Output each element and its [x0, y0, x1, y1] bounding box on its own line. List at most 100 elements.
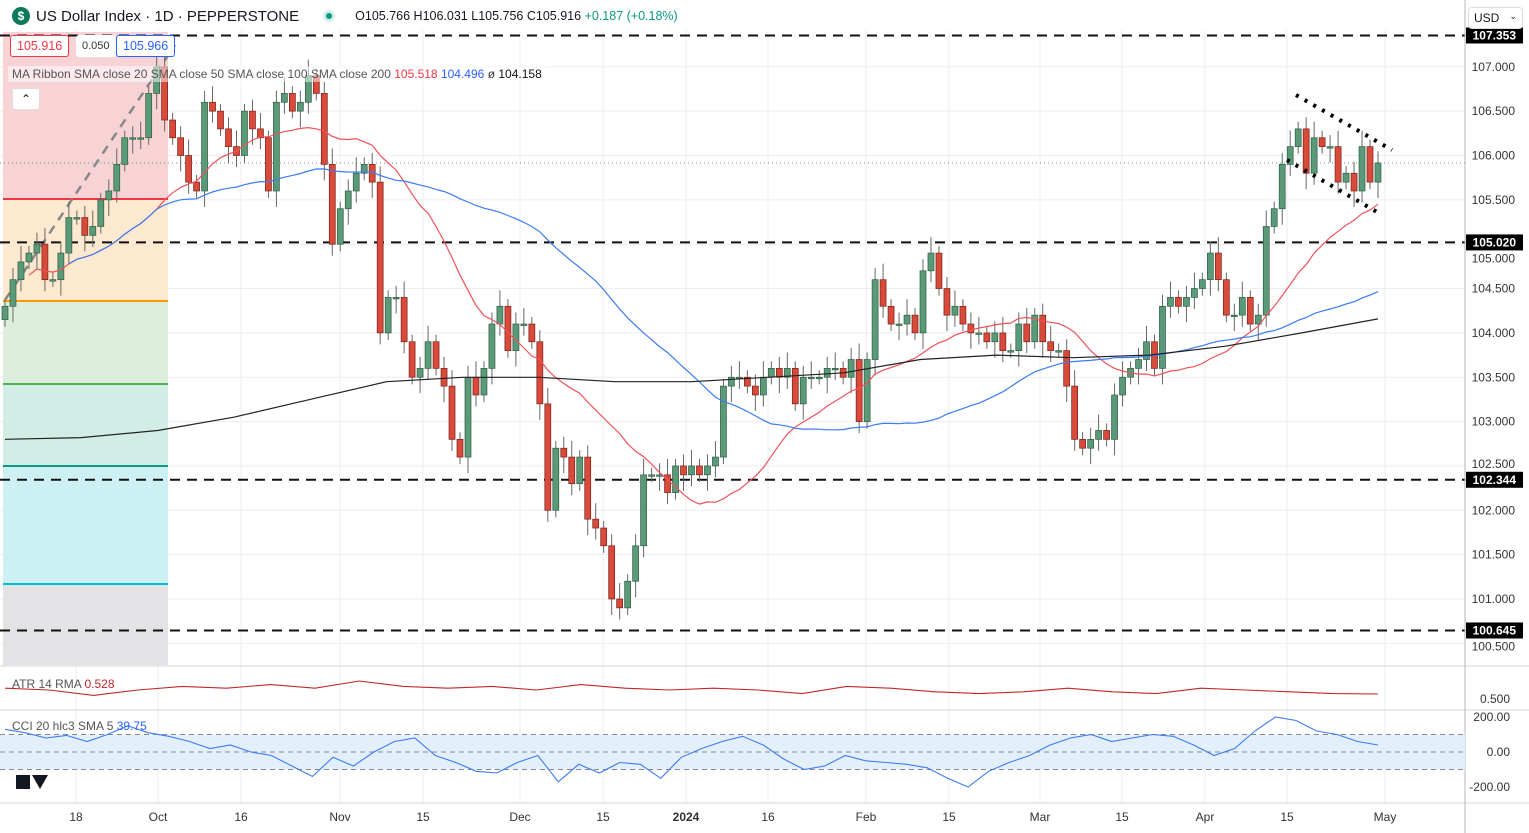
candle-body — [105, 190, 113, 201]
candle-body — [927, 252, 935, 272]
time-axis-label: Feb — [856, 810, 877, 824]
atr-axis-label: 0.500 — [1480, 692, 1510, 706]
candle-body — [1031, 314, 1039, 343]
cci-legend[interactable]: CCI 20 hlc3 SMA 5 39.75 — [12, 719, 147, 733]
candle-body — [201, 101, 208, 192]
atr-legend[interactable]: ATR 14 RMA 0.528 — [12, 677, 115, 691]
candle-body — [360, 164, 368, 174]
candle-body — [975, 332, 983, 335]
candle-body — [504, 305, 512, 351]
candle-body — [217, 110, 224, 130]
price-axis-label: 105.500 — [1472, 193, 1516, 207]
collapse-legend-button[interactable]: ⌃ — [12, 88, 40, 110]
candle-body — [1119, 376, 1126, 396]
candle-body — [648, 474, 655, 477]
market-status-icon — [323, 10, 336, 22]
triangle-upper-line — [1295, 93, 1393, 152]
sell-price-button[interactable]: 105.916 — [10, 35, 70, 57]
time-axis-label: May — [1374, 810, 1397, 824]
price-axis-label: 106.000 — [1472, 149, 1516, 163]
triangle-lower-line — [1285, 158, 1379, 214]
candle-body — [752, 385, 759, 396]
candle-body — [1278, 164, 1286, 210]
candle-body — [456, 438, 464, 458]
candle-body — [65, 217, 73, 254]
time-axis-label: 16 — [234, 810, 248, 824]
candle-body — [81, 217, 89, 236]
candle-body — [1159, 305, 1166, 369]
candle-body — [1318, 137, 1326, 147]
candle-body — [552, 447, 560, 511]
candle-body — [791, 368, 799, 405]
candle-body — [688, 465, 695, 476]
candle-body — [73, 217, 81, 220]
candle-body — [424, 341, 432, 369]
currency-select[interactable]: USD ⌄ — [1468, 7, 1523, 29]
candle-body — [289, 93, 296, 112]
price-axis-label: 103.000 — [1472, 415, 1516, 429]
candle-body — [536, 341, 544, 405]
candle-body — [97, 199, 105, 227]
candle-body — [185, 155, 192, 183]
candle-body — [823, 368, 831, 378]
candle-body — [1254, 314, 1262, 325]
tradingview-logo[interactable] — [16, 772, 48, 795]
candle-body — [488, 323, 496, 369]
candle-body — [1310, 137, 1318, 174]
atr-value: 0.528 — [84, 677, 115, 691]
candle-body — [392, 297, 400, 300]
candles — [1, 50, 1382, 620]
candle-body — [17, 261, 25, 281]
candle-body — [720, 385, 727, 458]
candle-body — [1023, 323, 1031, 343]
fib-zone — [3, 301, 168, 384]
candle-body — [1047, 341, 1055, 351]
candle-body — [1222, 279, 1230, 316]
candle-body — [57, 252, 65, 281]
candle-body — [496, 305, 504, 325]
candle-body — [480, 368, 488, 396]
candle-body — [831, 368, 839, 371]
spread-value: 0.050 — [76, 35, 116, 57]
time-axis-label: Mar — [1030, 810, 1051, 824]
candle-body — [432, 341, 440, 369]
ma-ribbon-legend[interactable]: MA Ribbon SMA close 20 SMA close 50 SMA … — [8, 66, 546, 82]
candle-body — [887, 305, 895, 325]
candle-body — [847, 359, 855, 378]
candle-body — [1015, 323, 1023, 351]
candle-body — [1350, 172, 1358, 192]
candle-body — [129, 137, 137, 140]
cci-axis-label: 200.00 — [1473, 710, 1510, 724]
candle-body — [855, 359, 863, 422]
time-axis-label: 15 — [416, 810, 430, 824]
candle-body — [33, 243, 41, 254]
candle-body — [991, 332, 999, 343]
time-axis-label: Nov — [329, 810, 350, 824]
candle-body — [712, 456, 719, 467]
price-axis-label: 102.500 — [1472, 457, 1516, 471]
candle-body — [903, 314, 911, 325]
candle-body — [297, 101, 304, 112]
candle-body — [1286, 146, 1294, 165]
level-price-label: 105.020 — [1473, 235, 1517, 249]
candle-body — [744, 376, 751, 387]
sma50-line — [68, 168, 1379, 431]
ohlc-high: H106.031 — [413, 9, 468, 23]
level-price-label: 107.353 — [1473, 28, 1517, 42]
buy-price-button[interactable]: 105.966 — [116, 35, 176, 57]
time-axis-label: 15 — [1115, 810, 1129, 824]
price-axis-label: 105.000 — [1472, 251, 1516, 265]
cci-value: 39.75 — [116, 719, 147, 733]
symbol-title[interactable]: US Dollar Index · 1D · PEPPERSTONE — [36, 7, 300, 25]
candle-body — [664, 474, 671, 493]
candle-body — [1183, 297, 1190, 307]
candle-body — [89, 226, 97, 236]
candle-body — [959, 305, 967, 325]
candle-body — [265, 137, 272, 192]
price-axis-label: 100.500 — [1472, 639, 1516, 653]
candle-body — [464, 376, 472, 458]
candle-body — [1167, 297, 1174, 307]
candle-body — [344, 190, 352, 210]
fib-zone — [3, 32, 168, 199]
